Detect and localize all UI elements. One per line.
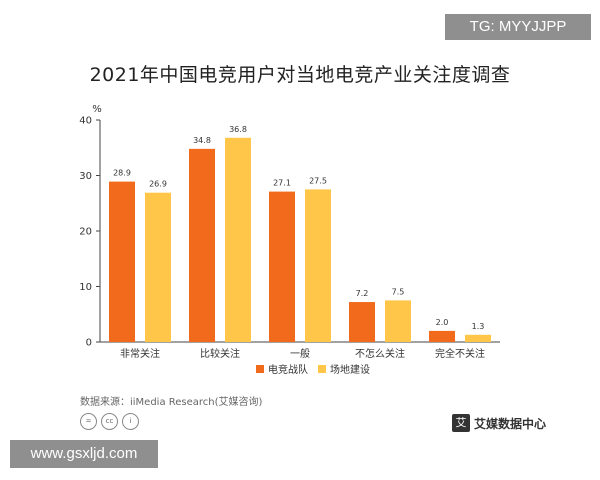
brand-logo: 艾 艾媒数据中心 [452,412,546,434]
y-tick-label: 30 [79,171,92,182]
bar [429,330,455,342]
y-axis-unit: % [92,104,102,115]
category-label: 不怎么关注 [355,347,405,360]
bar [349,302,375,342]
legend-swatch [318,365,326,373]
legend-label: 电竞战队 [268,363,308,376]
brand-mark-icon: 艾 [452,414,470,432]
y-tick-label: 10 [79,282,92,293]
cc-person-icon: i [122,413,139,430]
bar [385,300,411,342]
data-label: 1.3 [472,322,485,331]
y-tick-label: 0 [86,338,92,349]
bar [465,334,491,342]
site-watermark: www.gsxljd.com [10,440,158,468]
cc-icon: cc [101,413,118,430]
data-label: 34.8 [193,136,211,145]
bar [269,191,295,342]
data-source: 数据来源：iiMedia Research(艾媒咨询) [80,397,263,408]
chart-title: 2021年中国电竞用户对当地电竞产业关注度调查 [89,64,511,86]
data-label: 7.5 [392,287,405,296]
legend-label: 场地建设 [330,363,370,376]
category-label: 非常关注 [120,347,160,360]
legend-swatch [256,365,264,373]
bar [305,189,331,342]
data-label: 27.1 [273,179,291,188]
data-label: 26.9 [149,180,167,189]
data-label: 36.8 [229,125,247,134]
brand-name: 艾媒数据中心 [474,416,547,431]
y-tick-label: 20 [79,227,92,238]
cc-equal-icon: = [80,413,97,430]
license-icons: = cc i [80,413,139,430]
data-label: 7.2 [356,289,369,298]
bar [145,192,171,342]
bar [225,137,251,342]
data-label: 27.5 [309,176,327,185]
category-label: 完全不关注 [435,347,485,360]
category-label: 比较关注 [200,347,240,360]
telegram-tag: TG: MYYJJPP [445,14,591,40]
bar [189,148,215,342]
data-label: 2.0 [436,318,449,327]
data-label: 28.9 [113,169,131,178]
y-tick-label: 40 [79,116,92,127]
bar [109,181,135,342]
category-label: 一般 [290,347,310,360]
